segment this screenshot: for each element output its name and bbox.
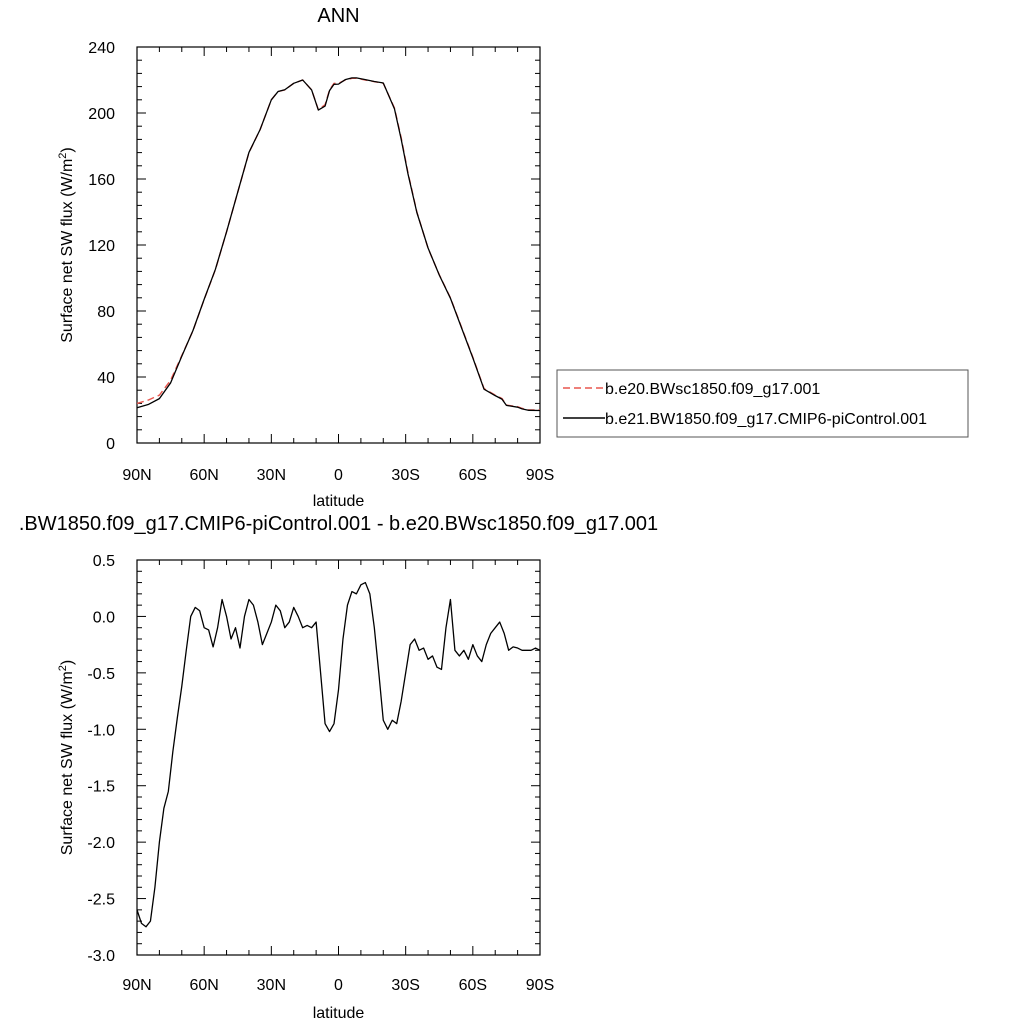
series-line-1 [136,77,541,412]
legend-entry-0: b.e20.BWsc1850.f09_g17.001 [605,381,820,398]
chart-title: ANN [317,5,359,27]
y-tick-label: 40 [97,370,115,387]
y-tick-label: -1.5 [87,779,115,796]
x-tick-label: 0 [334,467,343,484]
x-tick-label: 30N [257,977,286,994]
x-tick-label: 60N [189,467,218,484]
chart-top: ANN 90N 60N 30N 0 30S 60S 90S 0 40 80 120 160 200 240 l… [57,5,554,510]
y-tick-label: -3.0 [87,948,115,965]
y-axis-label-text: Surface net SW flux (W/m [59,159,76,343]
y-tick-label: -2.5 [87,892,115,909]
chart-title: .BW1850.f09_g17.CMIP6-piControl.001 - b.… [19,513,658,535]
y-axis-label: Surface net SW flux (W/m2) [57,147,76,343]
x-tick-label: 30S [391,977,419,994]
legend: b.e20.BWsc1850.f09_g17.001 b.e21.BW1850.f… [556,369,969,438]
x-tick-label: 90S [526,467,554,484]
y-tick-label: 0.0 [93,609,115,626]
series-line-0 [136,77,540,411]
plot-frame [136,559,541,956]
plot-frame [136,46,541,444]
y-tick-label: 200 [88,106,115,123]
x-tick-label: 90N [122,977,151,994]
y-tick-label: 240 [88,40,115,57]
series-line-0 [136,581,541,928]
chart-bottom: .BW1850.f09_g17.CMIP6-piControl.001 - b.… [19,513,658,1022]
x-tick-label: 90S [526,977,554,994]
y-axis-label-text: Surface net SW flux (W/m [59,671,76,855]
x-tick-label: 60N [189,977,218,994]
y-tick-label: -2.0 [87,835,115,852]
x-tick-label: 30S [391,467,419,484]
y-axis-label-close: ) [59,147,76,152]
y-tick-label: 80 [97,304,115,321]
y-axis-label: Surface net SW flux (W/m2) [57,660,76,856]
x-tick-label: 90N [122,467,151,484]
y-tick-label: -1.0 [87,722,115,739]
y-tick-label: 0.5 [93,553,115,570]
y-axis-label-superscript: 2 [57,665,69,671]
x-tick-label: 0 [334,977,343,994]
y-tick-label: 160 [88,172,115,189]
x-tick-label: 60S [459,977,487,994]
x-tick-label: 30N [257,467,286,484]
y-axis-label-close: ) [59,660,76,665]
y-tick-label: 120 [88,238,115,255]
y-tick-label: -0.5 [87,666,115,683]
y-axis-label-superscript: 2 [57,153,69,159]
y-tick-label: 0 [106,436,115,453]
x-tick-label: 60S [459,467,487,484]
legend-box [556,369,969,438]
legend-entry-1: b.e21.BW1850.f09_g17.CMIP6-piControl.001 [605,411,927,428]
x-axis-label: latitude [313,1005,365,1022]
x-axis-label: latitude [313,493,365,510]
